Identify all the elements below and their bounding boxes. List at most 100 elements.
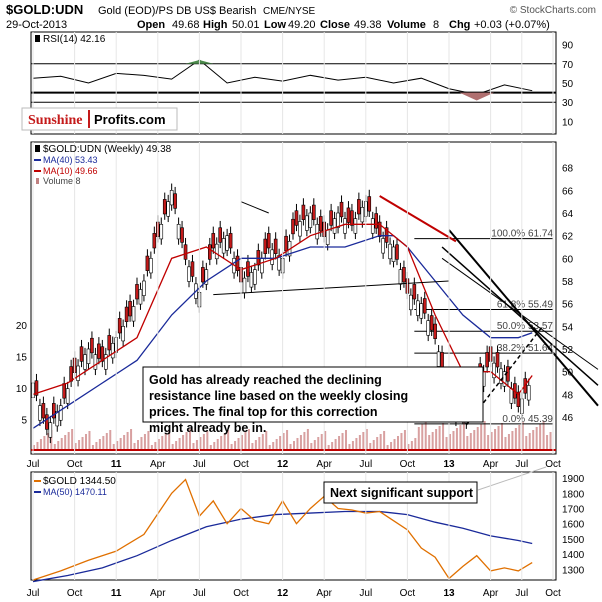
price-bar-32-3: [485, 352, 489, 368]
annotation-line-3: might already be in.: [149, 421, 266, 435]
price-bar-29-2: [440, 352, 444, 368]
price-bar-33-2: [495, 352, 500, 368]
volume-bar-24: [116, 441, 119, 451]
open-value: 49.68: [172, 19, 200, 31]
price-bar-20-0: [308, 212, 313, 228]
x-label-gold-10: 13: [443, 588, 455, 599]
x-label-price-6: 12: [277, 459, 289, 470]
volume-bar-128: [476, 427, 479, 451]
volume-bar-127: [473, 430, 476, 451]
price-bar-19-0: [294, 210, 299, 226]
volume-bar-147: [542, 421, 545, 451]
volume-bar-82: [317, 437, 320, 451]
price-bar-34-0: [502, 371, 507, 387]
x-label-gold-9: Oct: [400, 588, 416, 599]
x-label-price-7: Apr: [316, 459, 332, 470]
volume-tick-2: 15: [16, 353, 28, 364]
price-tick-6: 58: [562, 277, 574, 288]
fib-label-3: 38.2% 51.64: [497, 343, 554, 354]
price-bar-17-1: [270, 249, 275, 265]
gold-tick-1: 1400: [562, 550, 585, 561]
price-bar-28-1: [422, 298, 427, 314]
support-pointer-line: [477, 466, 547, 491]
price-bar-8-3: [152, 233, 157, 249]
low-value: 49.20: [288, 19, 316, 31]
volume-bar-112: [421, 424, 424, 451]
volume-bar-130: [483, 421, 486, 451]
price-bar-23-0: [350, 210, 354, 226]
price-bar-10-0: [169, 190, 174, 206]
x-label-gold-13: Oct: [545, 588, 561, 599]
volume-bar-21: [105, 433, 108, 451]
price-bar-34-2: [509, 388, 514, 404]
price-bar-4-1: [90, 337, 94, 354]
volume-bar-0: [33, 445, 35, 451]
volume-bar-94: [358, 435, 361, 451]
price-bar-22-3: [346, 207, 351, 223]
price-tick-7: 60: [562, 254, 574, 265]
volume-bar-92: [351, 441, 354, 451]
volume-bar-46: [192, 443, 195, 451]
gold-tick-6: 1900: [562, 474, 585, 485]
volume-bar-81: [313, 440, 316, 451]
volume-bar-52: [213, 442, 216, 451]
volume-bar-100: [379, 434, 382, 451]
price-legend-swatch-volume: [36, 178, 39, 184]
volume-bar-4: [46, 433, 49, 451]
volume-bar-106: [400, 433, 403, 451]
volume-bar-124: [462, 422, 465, 451]
volume-bar-20: [102, 436, 105, 451]
gold-tick-5: 1800: [562, 489, 585, 500]
price-bar-28-3: [429, 315, 434, 331]
price-bar-1-0: [45, 414, 49, 430]
chart-date: 29-Oct-2013: [6, 19, 67, 31]
price-bar-20-1: [311, 204, 316, 220]
volume-bar-75: [293, 441, 295, 451]
price-layer: 46 48 50 52 54 56 58 60 62 64 66 68 5 10 15 20 100.0% 61…: [16, 164, 599, 451]
volume-bar-115: [431, 432, 434, 451]
volume-bar-28: [130, 429, 133, 451]
x-label-price-11: Apr: [483, 459, 499, 470]
price-bar-7-3: [138, 289, 143, 305]
x-label-price-9: Oct: [400, 459, 416, 470]
volume-label: Volume: [387, 19, 426, 31]
price-bar-7-0: [128, 301, 132, 317]
volume-bar-118: [442, 423, 445, 451]
volume-bar-102: [386, 445, 389, 451]
price-bar-20-3: [318, 216, 323, 232]
x-label-price-10: 13: [443, 459, 455, 470]
price-bar-1-2: [51, 403, 56, 419]
volume-bar-126: [469, 433, 472, 451]
fib-label-2: 50.0% 53.57: [497, 321, 554, 332]
price-bar-18-3: [291, 218, 295, 235]
price-bar-14-3: [235, 255, 240, 271]
price-legend-price: $GOLD:UDN (Weekly) 49.38: [43, 144, 172, 155]
volume-bar-35: [154, 442, 157, 451]
volume-bar-26: [123, 435, 126, 451]
volume-bar-34: [150, 445, 153, 451]
volume-bar-95: [362, 432, 365, 451]
volume-bar-55: [223, 433, 226, 451]
price-bar-22-1: [339, 201, 344, 218]
rsi-legend-label: RSI(14) 42.16: [43, 34, 106, 45]
price-bar-24-1: [367, 196, 372, 212]
gold-price-line: [32, 478, 533, 581]
volume-bar-99: [376, 437, 379, 451]
price-bar-15-1: [242, 277, 247, 294]
price-bar-16-2: [259, 258, 264, 274]
volume-bar-107: [403, 430, 406, 451]
volume-tick-3: 20: [16, 321, 28, 332]
x-label-gold-12: Jul: [515, 588, 528, 599]
price-bar-25-0: [377, 221, 382, 237]
volume-bar-143: [528, 433, 531, 451]
volume-bar-136: [504, 437, 507, 451]
volume-bar-93: [355, 438, 358, 451]
x-label-price-4: Jul: [193, 459, 206, 470]
volume-bar-65: [258, 437, 261, 451]
price-bar-9-1: [159, 224, 164, 240]
volume-bar-10: [67, 432, 70, 451]
high-label: High: [203, 19, 228, 31]
price-bar-4-3: [97, 343, 101, 359]
volume-bar-5: [50, 430, 53, 451]
